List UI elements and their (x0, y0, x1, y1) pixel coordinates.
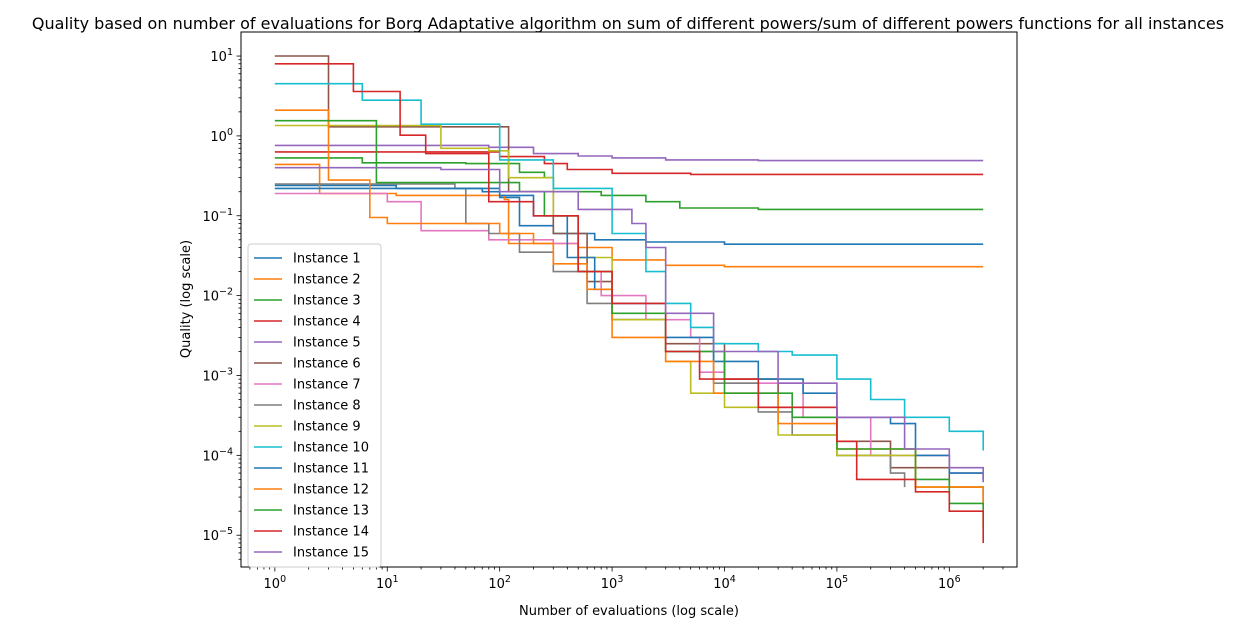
tick-label: 102 (488, 574, 511, 592)
x-axis: 100 101 102 103 104 105 106 (249, 567, 1004, 592)
tick-label: 10−4 (202, 446, 233, 464)
tick-label-base: 10 (202, 529, 219, 544)
series-layer (274, 55, 984, 543)
legend-label: Instance 10 (293, 441, 369, 456)
tick-label: 10−3 (202, 366, 233, 384)
tick-label: 105 (826, 574, 849, 592)
tick-label-base: 10 (713, 577, 730, 592)
y-axis-label: Quality (log scale) (179, 240, 194, 358)
series-line-instance-7 (274, 192, 984, 482)
series-line-instance-10 (274, 82, 984, 451)
tick-label-base: 10 (488, 577, 505, 592)
legend-label: Instance 8 (293, 399, 361, 414)
tick-label: 101 (210, 47, 233, 65)
legend-label: Instance 6 (293, 357, 361, 372)
tick-label-exponent: −5 (219, 526, 233, 537)
tick-label: 10−5 (202, 526, 233, 544)
tick-label: 106 (938, 574, 961, 592)
legend-label: Instance 9 (293, 420, 361, 435)
tick-label-exponent: 0 (280, 574, 286, 585)
legend-label: Instance 1 (293, 252, 361, 267)
legend-label: Instance 15 (293, 546, 369, 561)
tick-label-exponent: 2 (505, 574, 511, 585)
series-line-instance-14 (274, 63, 984, 543)
tick-label-exponent: 0 (227, 127, 233, 138)
tick-label: 101 (376, 574, 399, 592)
tick-label-base: 10 (264, 577, 281, 592)
tick-label-base: 10 (210, 130, 227, 145)
tick-label-exponent: 1 (227, 47, 233, 58)
tick-label-base: 10 (202, 210, 219, 225)
tick-label-base: 10 (826, 577, 843, 592)
tick-label-base: 10 (202, 290, 219, 305)
legend-label: Instance 5 (293, 336, 361, 351)
tick-label-exponent: 3 (617, 574, 623, 585)
tick-label-exponent: 1 (393, 574, 399, 585)
tick-label-exponent: 6 (955, 574, 961, 585)
tick-label-base: 10 (202, 369, 219, 384)
legend-box (247, 243, 382, 568)
tick-label-exponent: 5 (842, 574, 848, 585)
legend-label: Instance 11 (293, 462, 369, 477)
legend-label: Instance 3 (293, 294, 361, 309)
tick-label: 103 (601, 574, 624, 592)
tick-label: 10−2 (202, 287, 233, 305)
tick-label-exponent: −4 (219, 446, 233, 457)
legend-label: Instance 7 (293, 378, 361, 393)
legend-label: Instance 4 (293, 315, 361, 330)
tick-label-exponent: 4 (730, 574, 736, 585)
legend-label: Instance 2 (293, 273, 361, 288)
tick-label-exponent: −2 (219, 287, 233, 298)
tick-label-base: 10 (376, 577, 393, 592)
series-line-instance-5 (274, 144, 984, 162)
series-line-instance-15 (274, 166, 984, 483)
tick-label-base: 10 (938, 577, 955, 592)
tick-label: 104 (713, 574, 736, 592)
tick-label-base: 10 (210, 50, 227, 65)
tick-label-exponent: −1 (219, 207, 233, 218)
x-axis-label: Number of evaluations (log scale) (519, 604, 739, 619)
tick-label-exponent: −3 (219, 366, 233, 377)
tick-label-base: 10 (601, 577, 618, 592)
tick-label-base: 10 (202, 449, 219, 464)
chart-title: Quality based on number of evaluations f… (32, 14, 1224, 33)
tick-label: 10−1 (202, 207, 233, 225)
tick-label: 100 (264, 574, 287, 592)
legend: Instance 1 Instance 2 Instance 3 Instance 4… (247, 243, 382, 568)
legend-label: Instance 13 (293, 504, 369, 519)
legend-label: Instance 14 (293, 525, 369, 540)
legend-label: Instance 12 (293, 483, 369, 498)
tick-label: 100 (210, 127, 233, 145)
